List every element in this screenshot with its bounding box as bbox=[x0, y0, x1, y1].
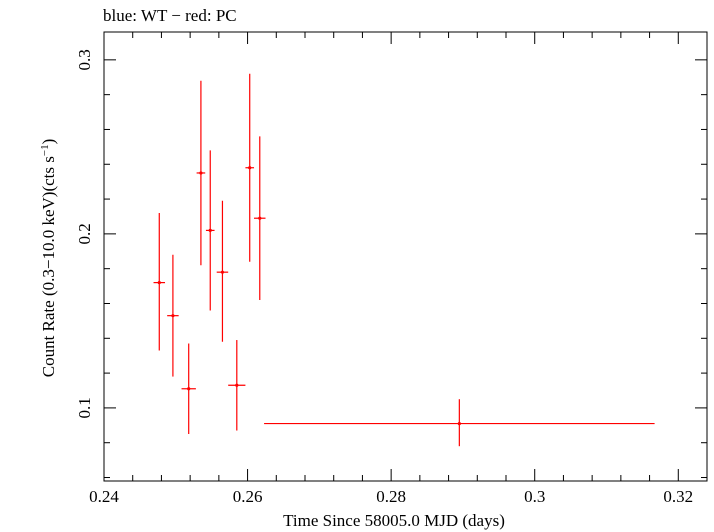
y-axis-ticks bbox=[104, 59, 707, 479]
data-point bbox=[264, 399, 655, 447]
x-axis-label: Time Since 58005.0 MJD (days) bbox=[283, 511, 505, 530]
y-axis-label: Count Rate (0.3−10.0 keV)(cts s−1) bbox=[39, 139, 58, 378]
data-marker bbox=[157, 281, 161, 285]
plot-frame bbox=[103, 31, 708, 482]
x-axis-tick-labels: 0.24 0.26 0.28 0.3 0.32 bbox=[89, 487, 693, 506]
data-marker bbox=[199, 171, 203, 175]
data-point bbox=[205, 150, 215, 311]
data-marker bbox=[258, 216, 262, 220]
y-axis-label-main: Count Rate (0.3−10.0 keV)(cts s bbox=[39, 156, 58, 377]
data-point bbox=[196, 80, 206, 266]
data-point bbox=[167, 254, 179, 377]
data-marker bbox=[208, 228, 212, 232]
x-tick-label: 0.26 bbox=[233, 487, 263, 506]
y-tick-label: 0.3 bbox=[75, 49, 94, 70]
data-point bbox=[216, 200, 229, 342]
y-axis-tick-labels: 0.1 0.2 0.3 bbox=[75, 49, 94, 418]
data-point bbox=[181, 343, 196, 435]
data-point bbox=[245, 73, 255, 262]
x-tick-label: 0.28 bbox=[376, 487, 406, 506]
chart-title: blue: WT − red: PC bbox=[103, 6, 237, 25]
data-point bbox=[254, 136, 266, 301]
data-point bbox=[228, 340, 246, 431]
y-axis-label-sup: −1 bbox=[39, 144, 51, 156]
data-marker bbox=[187, 387, 191, 391]
data-marker bbox=[171, 314, 175, 318]
y-tick-label: 0.2 bbox=[75, 223, 94, 244]
data-marker bbox=[235, 383, 239, 387]
x-tick-label: 0.24 bbox=[89, 487, 119, 506]
pc-series bbox=[153, 73, 655, 447]
y-tick-label: 0.1 bbox=[75, 397, 94, 418]
x-tick-label: 0.3 bbox=[524, 487, 545, 506]
x-axis-ticks bbox=[103, 32, 708, 481]
data-point bbox=[153, 212, 166, 351]
data-marker bbox=[248, 166, 252, 170]
data-marker bbox=[457, 421, 461, 426]
y-axis-label-end: ) bbox=[39, 139, 58, 145]
x-tick-label: 0.32 bbox=[663, 487, 693, 506]
data-marker bbox=[220, 270, 225, 274]
